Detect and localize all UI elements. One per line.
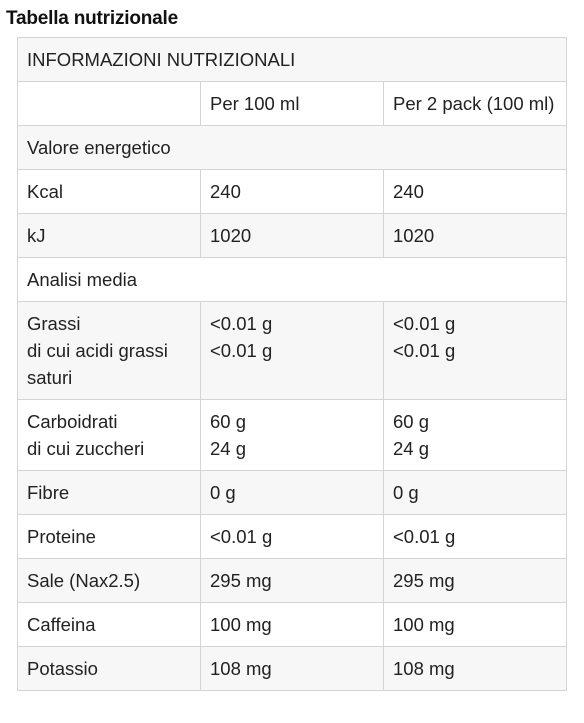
section-label: Valore energetico — [17, 125, 567, 170]
section-label: Analisi media — [17, 257, 567, 302]
value-per-100: 60 g — [210, 411, 247, 432]
column-header-row: Per 100 ml Per 2 pack (100 ml) — [17, 81, 567, 126]
table-header: INFORMAZIONI NUTRIZIONALI — [17, 37, 567, 82]
section-row-energy: Valore energetico — [17, 125, 567, 170]
nutrient-label: Carboidrati — [27, 411, 118, 432]
value-per-pack-sub: <0.01 g — [393, 340, 456, 361]
table-row: Proteine <0.01 g <0.01 g — [17, 514, 567, 559]
value-per-pack: 60 g — [393, 411, 430, 432]
value-per-pack: 108 mg — [383, 646, 567, 691]
nutrient-label: Grassi — [27, 313, 81, 334]
nutrient-sub-label: di cui zuccheri — [27, 438, 145, 459]
value-per-100: 100 mg — [200, 602, 384, 647]
value-per-100: 0 g — [200, 470, 384, 515]
table-header-row: INFORMAZIONI NUTRIZIONALI — [17, 37, 567, 82]
value-per-100: 108 mg — [200, 646, 384, 691]
value-per-100-cell: 60 g 24 g — [200, 399, 384, 471]
value-per-100: 240 — [200, 169, 384, 214]
nutrient-label: Sale (Nax2.5) — [17, 558, 201, 603]
table-row: Caffeina 100 mg 100 mg — [17, 602, 567, 647]
table-row: Kcal 240 240 — [17, 169, 567, 214]
nutrient-label-cell: Grassi di cui acidi grassi saturi — [17, 301, 201, 400]
table-row: Potassio 108 mg 108 mg — [17, 646, 567, 691]
nutrient-label: Caffeina — [17, 602, 201, 647]
column-header-per-100: Per 100 ml — [200, 81, 384, 126]
value-per-100: <0.01 g — [210, 313, 273, 334]
nutrient-label: Kcal — [17, 169, 201, 214]
value-per-100: 1020 — [200, 213, 384, 258]
value-per-pack-cell: <0.01 g <0.01 g — [383, 301, 567, 400]
nutrient-label: Fibre — [17, 470, 201, 515]
nutrient-sub-label: di cui acidi grassi saturi — [27, 340, 168, 388]
nutrient-label: kJ — [17, 213, 201, 258]
value-per-pack: 295 mg — [383, 558, 567, 603]
value-per-pack: 0 g — [383, 470, 567, 515]
value-per-100: 295 mg — [200, 558, 384, 603]
table-row: kJ 1020 1020 — [17, 213, 567, 258]
value-per-pack-cell: 60 g 24 g — [383, 399, 567, 471]
nutrient-label: Proteine — [17, 514, 201, 559]
column-header-empty — [17, 81, 201, 126]
value-per-pack: 1020 — [383, 213, 567, 258]
column-header-per-pack: Per 2 pack (100 ml) — [383, 81, 567, 126]
nutrition-table: INFORMAZIONI NUTRIZIONALI Per 100 ml Per… — [17, 37, 567, 691]
value-per-pack: <0.01 g — [393, 313, 456, 334]
value-per-pack: 240 — [383, 169, 567, 214]
nutrient-label: Potassio — [17, 646, 201, 691]
value-per-100-sub: <0.01 g — [210, 340, 273, 361]
table-row: Sale (Nax2.5) 295 mg 295 mg — [17, 558, 567, 603]
section-row-analysis: Analisi media — [17, 257, 567, 302]
value-per-100-sub: 24 g — [210, 438, 247, 459]
value-per-pack: <0.01 g — [383, 514, 567, 559]
value-per-pack-sub: 24 g — [393, 438, 430, 459]
page-title: Tabella nutrizionale — [6, 8, 178, 29]
value-per-100-cell: <0.01 g <0.01 g — [200, 301, 384, 400]
table-row: Carboidrati di cui zuccheri 60 g 24 g 60… — [17, 399, 567, 471]
value-per-pack: 100 mg — [383, 602, 567, 647]
table-row: Fibre 0 g 0 g — [17, 470, 567, 515]
table-row: Grassi di cui acidi grassi saturi <0.01 … — [17, 301, 567, 400]
nutrient-label-cell: Carboidrati di cui zuccheri — [17, 399, 201, 471]
value-per-100: <0.01 g — [200, 514, 384, 559]
